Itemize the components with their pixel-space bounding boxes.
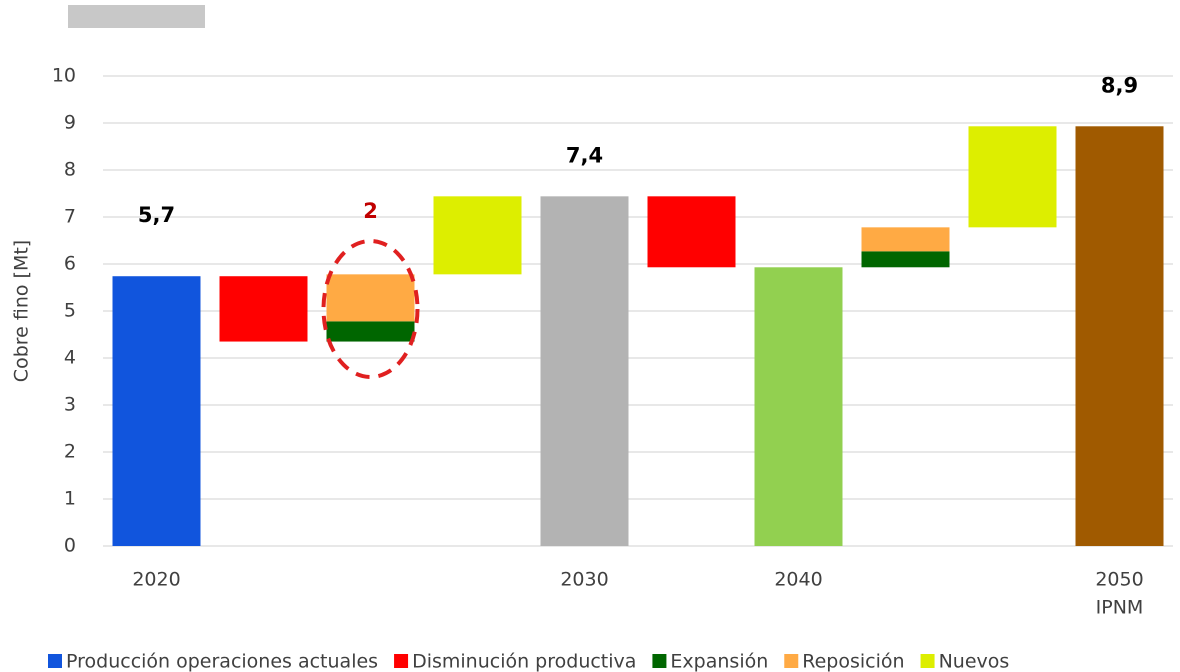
bar: [326, 274, 415, 322]
bar: [433, 196, 522, 275]
bar: [1075, 126, 1164, 546]
bar: [861, 251, 950, 268]
bar: [112, 276, 201, 546]
y-tick-label: 2: [64, 441, 76, 463]
legend-swatch: [394, 654, 409, 668]
y-tick-label: 6: [64, 253, 76, 275]
y-tick-label: 10: [52, 65, 76, 87]
bar: [219, 276, 308, 342]
x-tick-label: 2030: [560, 569, 608, 591]
bar: [540, 196, 629, 546]
y-tick-label: 4: [64, 347, 76, 369]
legend-label: Reposición: [802, 651, 904, 672]
value-label: 8,9: [1101, 73, 1138, 97]
legend-swatch: [48, 654, 62, 668]
bar: [754, 267, 843, 546]
bar: [968, 126, 1057, 228]
y-tick-label: 3: [64, 394, 76, 416]
y-tick-label: 8: [64, 159, 76, 181]
legend-label: Disminución productiva: [412, 651, 636, 672]
y-tick-label: 7: [64, 206, 76, 228]
y-axis-label: Cobre fino [Mt]: [11, 240, 33, 382]
bar: [647, 196, 736, 268]
y-tick-label: 0: [64, 535, 76, 557]
legend-swatch: [784, 654, 799, 668]
x-tick-label: 2040: [774, 569, 822, 591]
annotation-ellipse: [321, 239, 420, 379]
value-label: 5,7: [138, 203, 175, 227]
legend-swatch: [652, 654, 667, 668]
placeholder-box: [68, 5, 205, 28]
y-tick-label: 9: [64, 112, 76, 134]
bar: [326, 321, 415, 342]
x-tick-label: 2020: [132, 569, 180, 591]
annotation-text: 2: [363, 199, 378, 223]
y-tick-label: 1: [64, 488, 76, 510]
legend-label: Nuevos: [939, 651, 1010, 672]
legend-swatch: [920, 654, 935, 668]
y-tick-label: 5: [64, 300, 76, 322]
bar: [861, 227, 950, 252]
x-tick-label: 2050: [1095, 569, 1143, 591]
value-label: 7,4: [566, 143, 603, 167]
legend-label: Producción operaciones actuales: [66, 651, 378, 672]
legend-label: Expansión: [670, 651, 768, 672]
x-tick-label: IPNM: [1096, 597, 1144, 619]
